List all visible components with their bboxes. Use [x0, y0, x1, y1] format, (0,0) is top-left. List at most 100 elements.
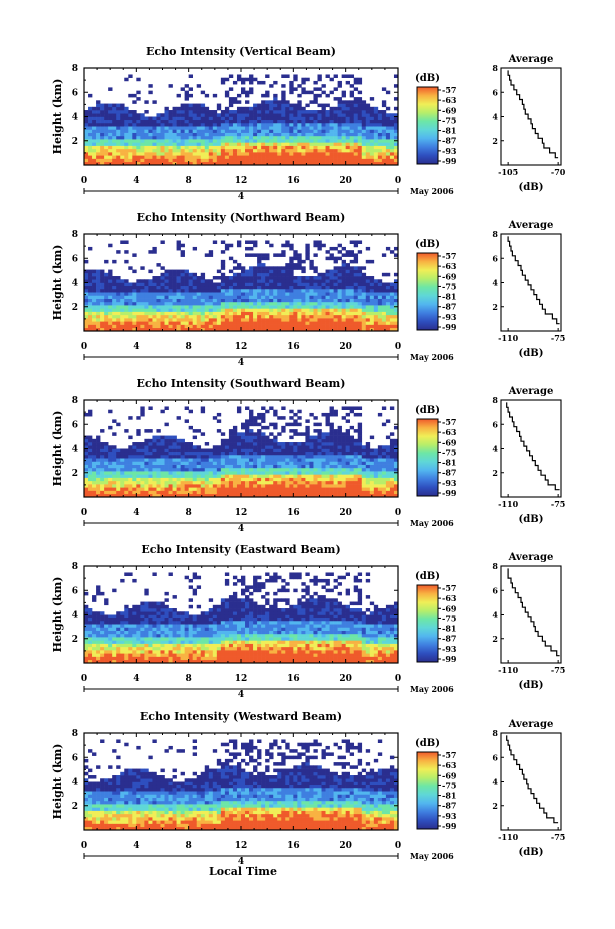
heatmap-cell	[108, 87, 113, 91]
heatmap-cell	[277, 454, 282, 459]
heatmap-cell	[108, 321, 113, 325]
heatmap-cell	[188, 308, 193, 312]
heatmap-cell	[269, 272, 274, 277]
heatmap-cell	[136, 158, 141, 163]
heatmap-cell	[293, 295, 298, 299]
heatmap-cell	[297, 442, 302, 446]
heatmap-cell	[317, 129, 322, 133]
colorbar-tick-label: -69	[442, 437, 457, 447]
heatmap-cell	[144, 152, 149, 156]
heatmap-cell	[301, 324, 306, 329]
heatmap-cell	[273, 279, 278, 283]
heatmap-cell	[108, 425, 113, 430]
heatmap-cell	[224, 298, 230, 303]
heatmap-cell	[341, 448, 346, 453]
heatmap-cell	[301, 490, 306, 495]
heatmap-cell	[140, 152, 145, 156]
heatmap-cell	[156, 276, 161, 280]
heatmap-cell	[297, 158, 302, 163]
heatmap-cell	[216, 158, 222, 163]
heatmap-cell	[381, 406, 387, 410]
heatmap-cell	[88, 119, 93, 124]
heatmap-cell	[241, 327, 246, 332]
heatmap-cell	[132, 477, 137, 482]
heatmap-cell	[289, 288, 294, 293]
heatmap-cell	[285, 142, 290, 146]
heatmap-cell	[253, 448, 258, 453]
heatmap-cell	[377, 467, 383, 472]
heatmap-cell	[385, 155, 391, 159]
heatmap-cell	[132, 161, 137, 166]
heatmap-cell	[313, 110, 318, 114]
heatmap-cell	[228, 142, 234, 146]
heatmap-cell	[249, 416, 254, 420]
heatmap-cell	[245, 429, 250, 433]
heatmap-cell	[120, 135, 125, 140]
heatmap-cell	[148, 152, 153, 156]
heatmap-cell	[200, 321, 206, 325]
heatmap-cell	[172, 445, 177, 449]
heatmap-cell	[172, 451, 177, 456]
heatmap-cell	[172, 435, 177, 440]
heatmap-cell	[285, 285, 290, 290]
heatmap-cell	[192, 474, 198, 478]
heatmap-cell	[349, 266, 355, 270]
heatmap-cell	[317, 445, 322, 449]
heatmap-cell	[349, 119, 355, 124]
heatmap-cell	[273, 301, 278, 306]
heatmap-cell	[228, 155, 234, 159]
heatmap-cell	[281, 103, 286, 108]
heatmap-cell	[281, 161, 286, 166]
heatmap-cell	[100, 148, 105, 153]
heatmap-cell	[220, 298, 226, 303]
heatmap-cell	[140, 318, 145, 322]
heatmap-cell	[293, 314, 298, 319]
heatmap-cell	[349, 84, 355, 88]
heatmap-cell	[204, 155, 210, 159]
heatmap-cell	[104, 155, 109, 159]
heatmap-cell	[96, 442, 101, 446]
heatmap-cell	[257, 464, 262, 469]
heatmap-cell	[180, 438, 185, 443]
heatmap-cell	[385, 106, 391, 111]
heatmap-cell	[333, 409, 338, 414]
heatmap-cell	[329, 487, 334, 491]
heatmap-cell	[104, 321, 109, 325]
heatmap-cell	[317, 139, 322, 143]
heatmap-cell	[293, 445, 298, 449]
heatmap-cell	[265, 480, 270, 485]
heatmap-cell	[136, 301, 141, 306]
heatmap-cell	[184, 110, 189, 114]
heatmap-cell	[184, 480, 189, 485]
heatmap-cell	[232, 467, 238, 472]
heatmap-cell	[84, 155, 89, 159]
heatmap-cell	[152, 490, 157, 495]
heatmap-cell	[92, 298, 97, 303]
heatmap-cell	[208, 308, 214, 312]
heatmap-cell	[313, 490, 318, 495]
heatmap-cell	[196, 448, 202, 453]
heatmap-cell	[333, 97, 338, 101]
heatmap-cell	[365, 448, 371, 453]
heatmap-cell	[124, 135, 129, 140]
heatmap-cell	[253, 243, 258, 248]
heatmap-cell	[349, 288, 355, 293]
heatmap-cell	[132, 298, 137, 303]
heatmap-cell	[224, 445, 230, 449]
heatmap-cell	[84, 119, 89, 124]
heatmap-cell	[361, 119, 367, 124]
heatmap-cell	[337, 471, 342, 475]
heatmap-cell	[176, 448, 181, 453]
heatmap-cell	[124, 471, 129, 475]
heatmap-cell	[160, 119, 165, 124]
heatmap-cell	[140, 327, 145, 332]
heatmap-cell	[152, 288, 157, 293]
heatmap-cell	[293, 152, 298, 156]
heatmap-cell	[148, 461, 153, 465]
heatmap-cell	[196, 103, 202, 108]
heatmap-cell	[192, 301, 198, 306]
heatmap-cell	[317, 490, 322, 495]
heatmap-cell	[92, 152, 97, 156]
heatmap-cell	[92, 321, 97, 325]
heatmap-cell	[305, 139, 310, 143]
